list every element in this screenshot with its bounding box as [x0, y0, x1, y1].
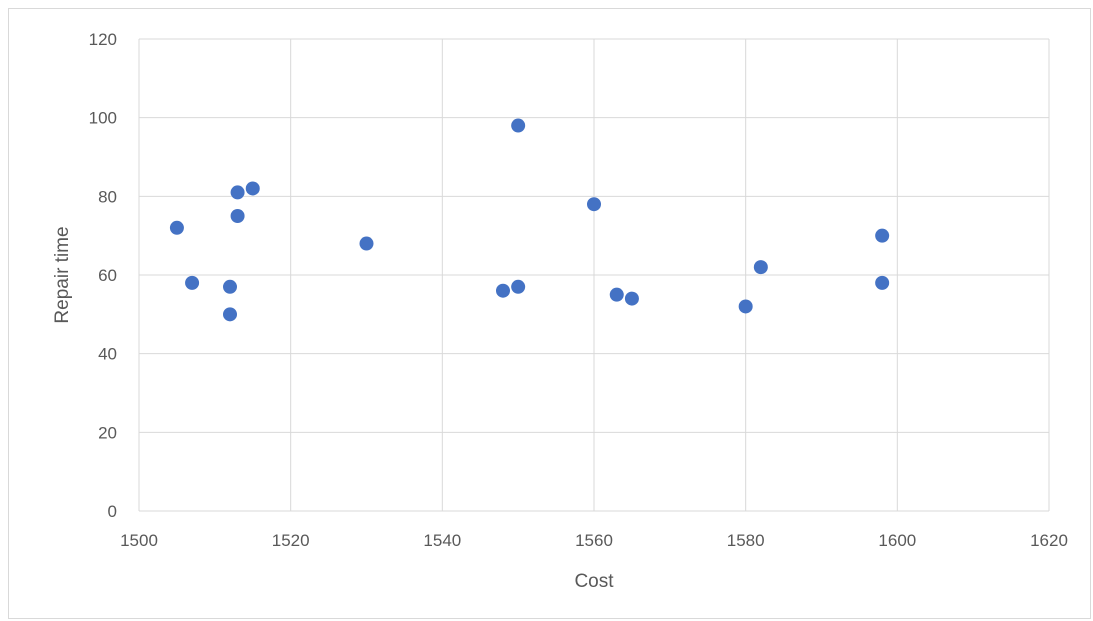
y-tick-label: 20 [98, 423, 117, 442]
y-tick-label: 120 [89, 30, 117, 49]
y-axis-title: Repair time [52, 226, 73, 323]
y-tick-label: 100 [89, 109, 117, 128]
x-tick-label: 1520 [272, 531, 310, 550]
data-point [511, 279, 526, 294]
data-point [230, 209, 245, 223]
x-tick-label: 1580 [727, 531, 765, 550]
y-tick-label: 80 [98, 187, 117, 206]
data-points [169, 118, 890, 322]
x-axis-title: Cost [574, 571, 614, 592]
chart-area [8, 8, 1091, 619]
x-tick-label: 1600 [878, 531, 916, 550]
y-tick-label: 60 [98, 266, 117, 285]
data-point [223, 307, 237, 322]
data-point [753, 260, 768, 275]
data-point [223, 279, 237, 294]
x-tick-label: 1540 [423, 531, 461, 550]
data-point [875, 275, 890, 290]
x-axis-ticks: 1500 1520 1540 1560 1580 1600 1620 [120, 531, 1068, 550]
data-point [738, 299, 753, 314]
y-tick-label: 40 [98, 345, 117, 364]
y-tick-label: 0 [108, 502, 117, 521]
data-point [169, 220, 184, 235]
data-point [359, 236, 374, 251]
data-point [185, 275, 200, 290]
x-tick-label: 1620 [1030, 531, 1068, 550]
data-point [587, 197, 601, 212]
gridlines [138, 38, 1050, 512]
data-point [875, 228, 890, 243]
y-axis-ticks: 0 20 40 60 80 100 120 [89, 30, 117, 521]
x-tick-label: 1560 [575, 531, 613, 550]
data-point [511, 118, 526, 133]
data-point [496, 283, 510, 298]
x-tick-label: 1500 [120, 531, 158, 550]
data-point [609, 287, 624, 302]
data-point [624, 291, 639, 306]
data-point [245, 181, 260, 196]
data-point [230, 185, 245, 200]
